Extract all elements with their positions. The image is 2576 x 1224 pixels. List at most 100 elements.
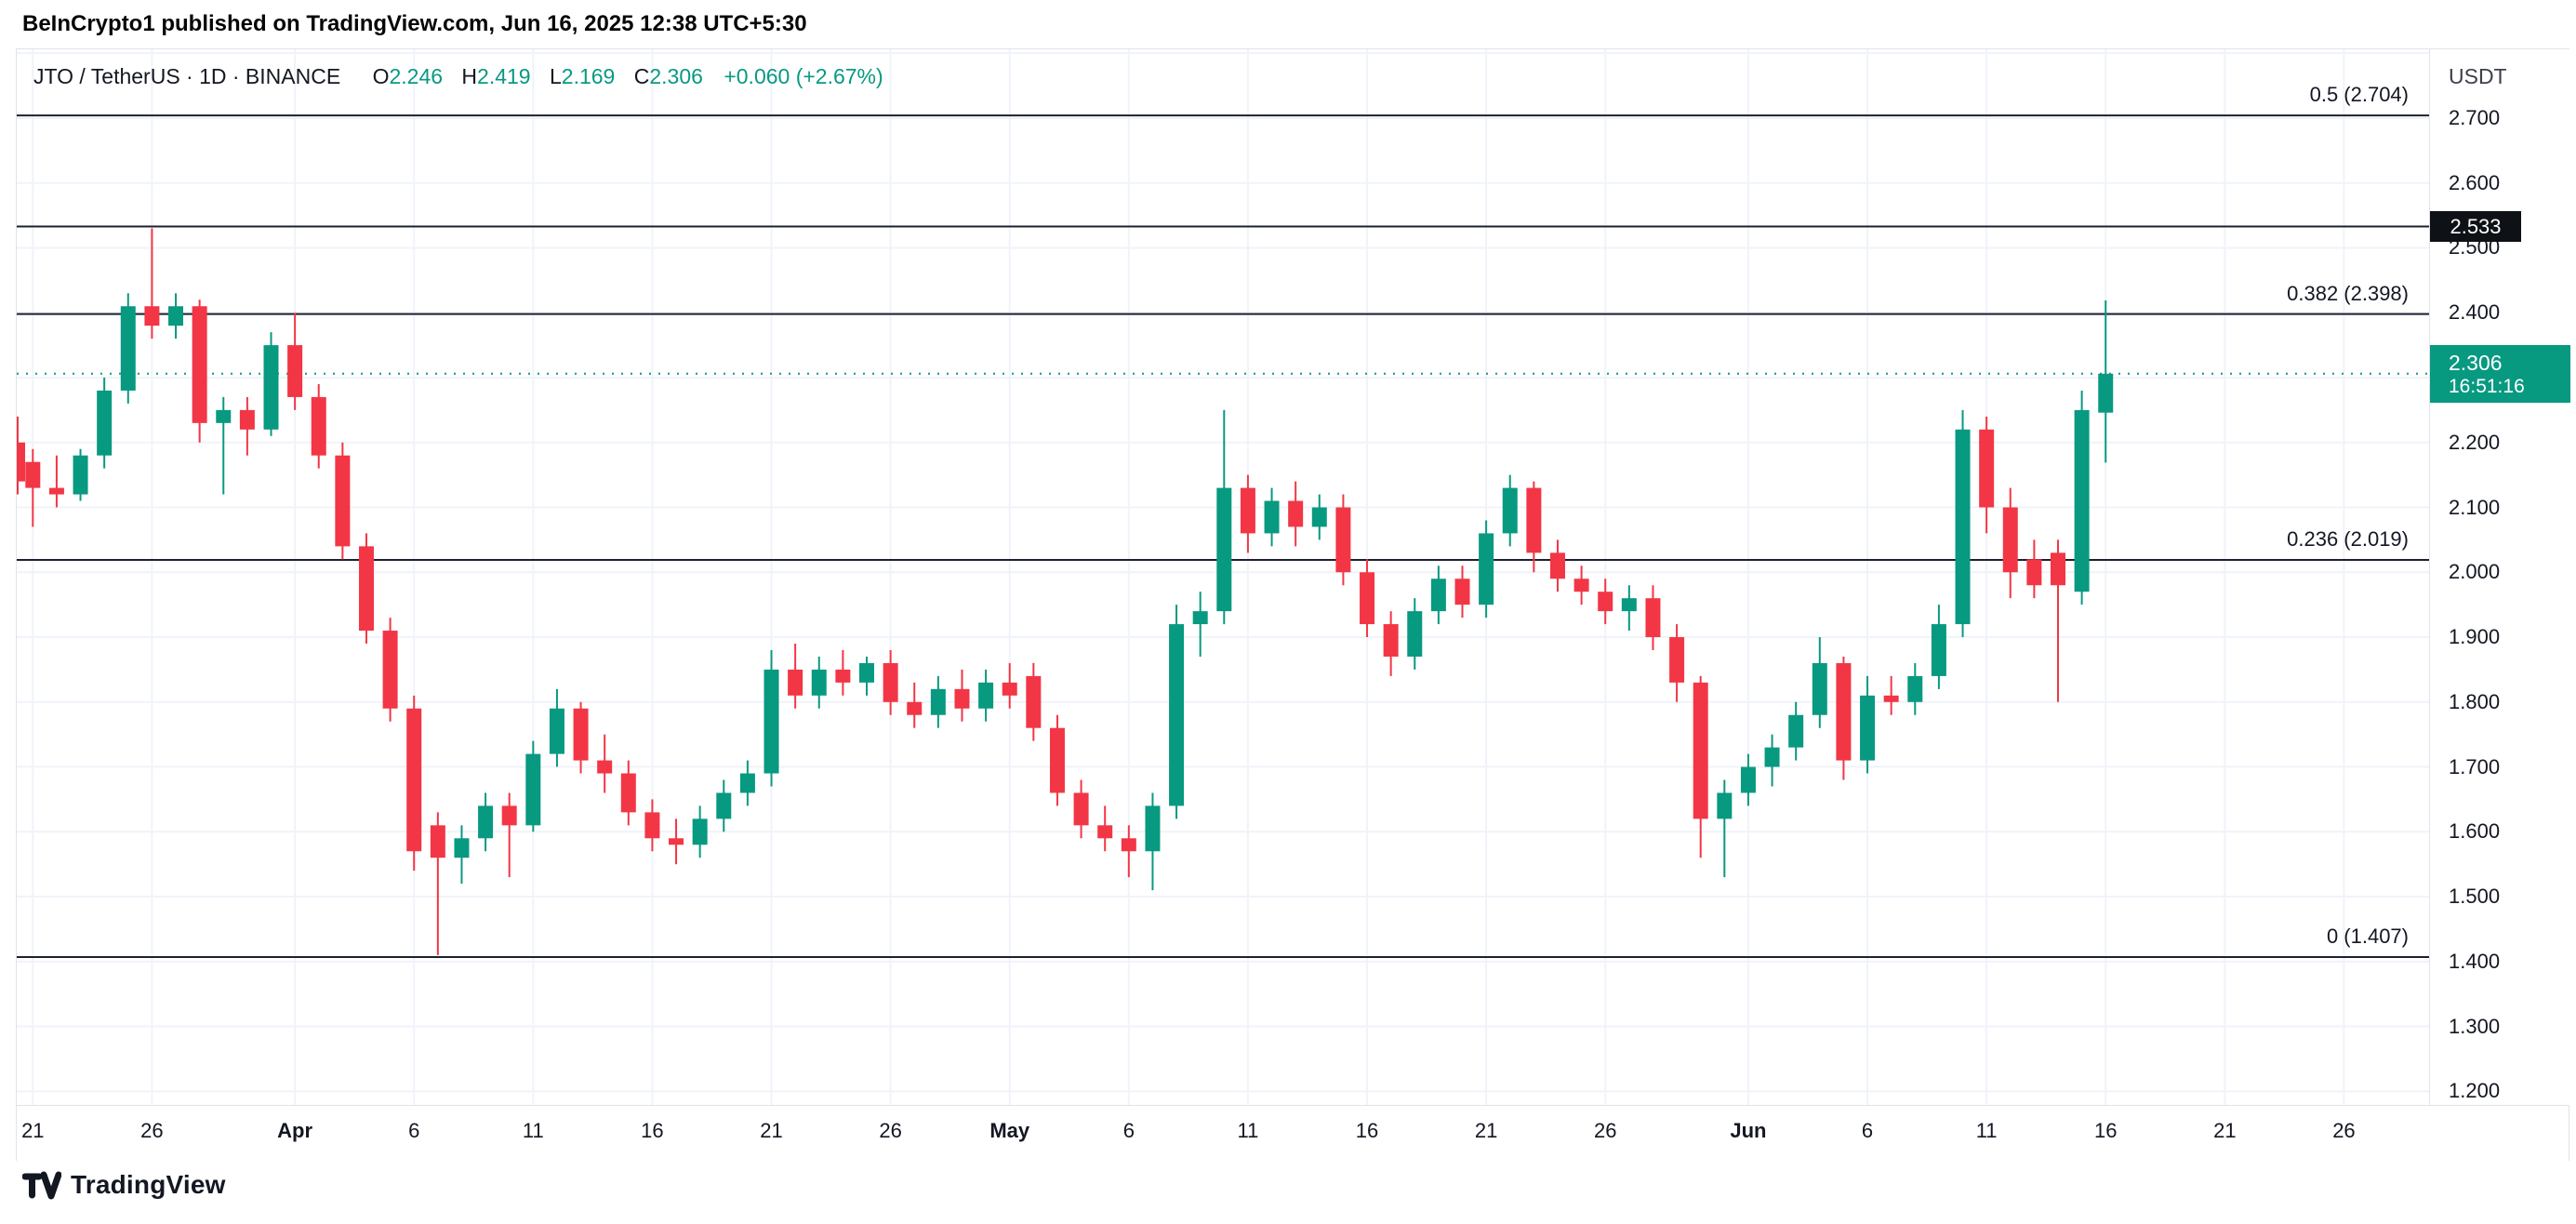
candle-body xyxy=(1717,792,1733,819)
time-axis-tick: 16 xyxy=(641,1119,664,1142)
candle-body xyxy=(454,838,470,858)
price-axis-tick: 2.600 xyxy=(2449,170,2501,194)
fib-level-label: 0.5 (2.704) xyxy=(2309,83,2409,107)
time-axis-tick: 21 xyxy=(1474,1119,1498,1142)
candle-body xyxy=(335,455,351,547)
time-axis-tick: 21 xyxy=(21,1119,45,1142)
price-axis-tick: 1.500 xyxy=(2449,885,2501,909)
symbol-legend: JTO / TetherUS · 1D · BINANCE O2.246 H2.… xyxy=(33,64,883,89)
footer: TradingView xyxy=(22,1170,226,1200)
candle-body xyxy=(573,708,589,761)
fib-level-label: 0.236 (2.019) xyxy=(2287,527,2409,551)
tradingview-logo-icon[interactable] xyxy=(22,1170,61,1200)
candle-body xyxy=(1502,487,1518,534)
candle-body xyxy=(1360,572,1375,625)
candle-body xyxy=(1812,662,1827,715)
candle-body xyxy=(358,546,374,632)
ohlc-open-label: O xyxy=(372,64,390,88)
currency-tab[interactable]: USDT xyxy=(2449,64,2507,88)
time-axis-tick: 26 xyxy=(2332,1119,2356,1142)
candle-body xyxy=(2098,373,2114,413)
candle-body xyxy=(2051,552,2065,586)
time-axis-tick: 21 xyxy=(760,1119,783,1142)
candle-body xyxy=(1883,695,1899,702)
candle-body xyxy=(1264,500,1280,534)
candle-body xyxy=(1836,662,1852,761)
attribution-text: BeInCrypto1 published on TradingView.com… xyxy=(22,11,807,36)
candle-body xyxy=(764,669,779,774)
candle-body xyxy=(692,818,708,845)
ohlc-close-label: C xyxy=(633,64,650,88)
price-axis[interactable]: USDT 2.533 2.306 16:51:16 2.700 2.600 2.50… xyxy=(2429,49,2570,1105)
candle-body xyxy=(501,805,517,826)
candle-body xyxy=(1645,598,1661,638)
fib-level-label: 0 (1.407) xyxy=(2326,924,2409,948)
time-axis-tick: 16 xyxy=(1355,1119,1379,1142)
price-axis-tick: 1.200 xyxy=(2449,1079,2501,1103)
candle-body xyxy=(978,682,994,709)
candle-body xyxy=(2026,559,2042,586)
candle-body xyxy=(1764,747,1780,767)
candle-body xyxy=(1311,507,1327,527)
candle-body xyxy=(168,306,184,326)
candle-body xyxy=(1788,714,1804,748)
price-axis-tick: 2.400 xyxy=(2449,300,2501,325)
candle-body xyxy=(1026,675,1042,728)
time-axis-tick: 26 xyxy=(879,1119,902,1142)
candle-body xyxy=(1335,507,1351,573)
price-axis-tick: 2.000 xyxy=(2449,560,2501,584)
time-axis-tick: 11 xyxy=(522,1119,544,1142)
candle-body xyxy=(1454,579,1470,605)
candle-body xyxy=(1288,500,1304,527)
ohlc-high-label: H xyxy=(461,64,478,88)
price-axis-tick: 1.700 xyxy=(2449,754,2501,778)
price-tag-crossed-level: 2.533 xyxy=(2430,211,2521,243)
candle-body xyxy=(1979,429,1995,508)
ohlc-low-value: 2.169 xyxy=(561,64,616,88)
candle-body xyxy=(1192,611,1208,625)
candle-body xyxy=(1002,682,1017,696)
candle-body xyxy=(17,442,25,482)
candle-body xyxy=(1216,487,1232,612)
candle-body xyxy=(549,708,564,754)
candle-body xyxy=(216,409,232,423)
candle-body xyxy=(1549,552,1565,579)
ohlc-low-label: L xyxy=(550,64,562,88)
candle-body xyxy=(1693,682,1708,819)
current-price-value: 2.306 xyxy=(2449,350,2503,375)
time-axis-tick: 6 xyxy=(1122,1119,1135,1142)
candle-body xyxy=(1240,487,1255,534)
time-axis-tick: 6 xyxy=(408,1119,420,1142)
candle-body xyxy=(597,760,613,774)
time-axis-tick: Jun xyxy=(1730,1119,1767,1142)
candle-body xyxy=(1383,624,1399,657)
candle-body xyxy=(192,306,207,423)
chart-plot[interactable]: JTO / TetherUS · 1D · BINANCE O2.246 H2.… xyxy=(17,49,2429,1105)
ohlc-high-value: 2.419 xyxy=(477,64,531,88)
candle-body xyxy=(1955,429,1971,625)
symbol-title[interactable]: JTO / TetherUS · 1D · BINANCE xyxy=(33,64,341,88)
candle-body xyxy=(1907,675,1923,702)
candle-body xyxy=(859,662,874,683)
price-axis-tick: 1.900 xyxy=(2449,625,2501,649)
candle-body xyxy=(1479,533,1494,605)
candle-body xyxy=(263,345,279,430)
candle-body xyxy=(1073,792,1089,826)
candle-body xyxy=(1526,487,1542,553)
candle-body xyxy=(406,708,422,852)
candle-body xyxy=(811,669,827,696)
time-axis-tick: Apr xyxy=(277,1119,313,1142)
candle-body xyxy=(1097,825,1113,839)
price-axis-tick: 1.600 xyxy=(2449,819,2501,844)
time-axis-tick: 21 xyxy=(2213,1119,2237,1142)
candles[interactable] xyxy=(17,228,2114,955)
price-axis-tick: 2.700 xyxy=(2449,105,2501,129)
price-axis-tick: 1.400 xyxy=(2449,949,2501,973)
tradingview-wordmark[interactable]: TradingView xyxy=(71,1170,226,1199)
candlestick-chart[interactable] xyxy=(17,49,2429,1105)
ohlc-open-value: 2.246 xyxy=(389,64,444,88)
candle-body xyxy=(1145,805,1161,852)
time-axis[interactable]: 21 26 Apr 6 11 16 21 26 May 6 11 16 21 26 Jun 6 11 16 21 26 xyxy=(17,1105,2569,1161)
candle-body xyxy=(1931,624,1946,676)
time-axis-tick: 26 xyxy=(140,1119,164,1142)
